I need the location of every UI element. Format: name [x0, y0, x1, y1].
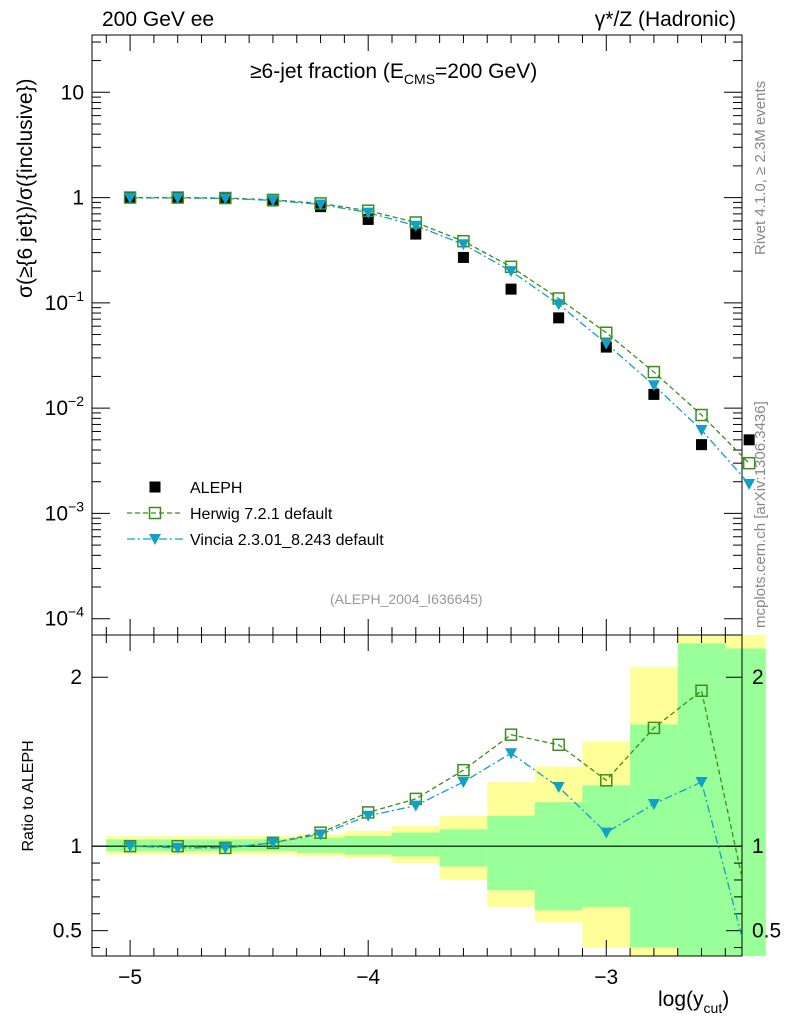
herwig-point-ratio-7 — [457, 763, 470, 777]
y-tick-label-ratio-right-1: 1 — [752, 835, 764, 858]
vincia-point-ratio-9 — [552, 782, 565, 794]
ratio-band-green-5 — [344, 836, 392, 855]
x-tick-label-1: −4 — [356, 966, 380, 989]
aleph-point-main-6 — [410, 228, 422, 240]
herwig-point-main-11 — [647, 365, 661, 379]
vincia-point-ratio-11 — [647, 798, 660, 810]
ratio-band-green-9 — [534, 802, 583, 911]
y-tick-label-ratio-right-2: 2 — [752, 666, 764, 689]
y-tick-label-main-1: 1 — [72, 187, 84, 210]
vincia-point-main-6 — [409, 220, 422, 232]
herwig-line-ratio — [130, 689, 742, 881]
vincia-point-main-12 — [695, 424, 708, 436]
y-tick-label-main-4: 10−3 — [45, 498, 85, 525]
plot-header-left: 200 GeV ee — [102, 8, 215, 31]
plot-title-tail: =200 GeV) — [435, 60, 538, 83]
herwig-point-main-10 — [600, 326, 613, 339]
aleph-point-main-11 — [648, 388, 660, 400]
x-axis-label: log(ycut) — [658, 988, 729, 1016]
aleph-point-main-8 — [505, 283, 517, 295]
herwig-point-ratio-8 — [504, 728, 518, 741]
herwig-point-main-13 — [742, 456, 756, 470]
plot-header-right: γ*/Z (Hadronic) — [594, 8, 736, 31]
vincia-line-ratio — [130, 752, 742, 940]
vincia-point-main-4 — [314, 199, 327, 211]
ratio-band-green-12 — [677, 643, 726, 956]
ratio-series-group — [123, 684, 742, 940]
y-tick-label-ratio-left-2: 2 — [70, 666, 82, 689]
x-axis-label-sub: cut — [703, 1000, 723, 1016]
y-tick-label-ratio-right-0: 0.5 — [752, 920, 781, 943]
plot-title-sub: CMS — [403, 71, 436, 87]
legend-label-0: ALEPH — [190, 480, 242, 497]
vincia-point-main-3 — [266, 195, 279, 207]
y-tick-label-main-0: 10 — [61, 81, 84, 104]
herwig-line-main — [130, 196, 750, 464]
vincia-point-main-9 — [552, 299, 565, 311]
x-tick-label-2: −3 — [594, 966, 618, 989]
aleph-point-main-12 — [696, 439, 708, 451]
plot-title-main: ≥6-jet fraction (E — [250, 60, 404, 83]
vincia-line-main — [130, 197, 750, 485]
x-axis-label-tail: ) — [722, 988, 730, 1011]
herwig-point-ratio-11 — [647, 721, 661, 735]
ratio-band-green-7 — [439, 829, 488, 867]
vincia-point-ratio-12 — [695, 776, 708, 788]
legend-aleph-marker — [149, 481, 161, 493]
vincia-point-main-13 — [743, 479, 756, 491]
vincia-point-ratio-6 — [409, 800, 422, 812]
vincia-point-ratio-3 — [266, 837, 279, 849]
vincia-point-ratio-2 — [219, 842, 232, 854]
vincia-point-ratio-4 — [314, 829, 327, 841]
vincia-point-main-11 — [647, 380, 660, 392]
ratio-band-green-11 — [630, 724, 678, 948]
y-tick-label-ratio-left-1: 1 — [70, 835, 82, 858]
aleph-point-main-9 — [553, 312, 565, 324]
vincia-point-main-0 — [124, 193, 137, 205]
ratio-band-green-8 — [487, 815, 535, 891]
vincia-point-ratio-8 — [505, 748, 518, 760]
legend-label-1: Herwig 7.2.1 default — [190, 506, 333, 523]
vincia-point-main-8 — [505, 266, 518, 278]
herwig-point-ratio-10 — [600, 774, 613, 787]
vincia-point-main-5 — [362, 207, 375, 219]
herwig-point-ratio-12 — [695, 684, 708, 698]
herwig-point-ratio-9 — [552, 738, 565, 752]
vincia-point-main-1 — [171, 193, 184, 205]
y-tick-label-main-2: 10−1 — [45, 288, 85, 315]
y-tick-label-main-3: 10−2 — [45, 393, 85, 420]
vincia-point-ratio-5 — [362, 810, 375, 822]
y-tick-label-ratio-left-0: 0.5 — [53, 920, 82, 943]
legend-vincia-marker — [149, 534, 161, 545]
ratio-band-green-4 — [296, 837, 345, 853]
x-tick-label-0: −5 — [118, 966, 142, 989]
legend-label-2: Vincia 2.3.01_8.243 default — [190, 532, 384, 549]
vincia-point-ratio-10 — [600, 827, 613, 839]
y-tick-label-main-5: 10−4 — [45, 604, 85, 631]
ratio-band-green-13 — [725, 648, 766, 956]
ratio-plot-frame — [91, 634, 743, 957]
vincia-point-ratio-0 — [124, 841, 137, 853]
plot-title: ≥6-jet fraction (ECMS=200 GeV) — [250, 60, 537, 87]
herwig-point-main-12 — [695, 408, 708, 422]
vincia-point-main-7 — [457, 239, 470, 251]
legend-herwig-marker — [148, 506, 162, 520]
aleph-point-main-5 — [362, 213, 374, 225]
analysis-id-label: (ALEPH_2004_I636645) — [330, 591, 483, 607]
ratio-band-green-6 — [392, 832, 440, 857]
x-axis-label-main: log(y — [658, 988, 704, 1011]
aleph-point-main-7 — [457, 251, 469, 263]
vincia-point-ratio-1 — [171, 842, 184, 854]
vincia-point-main-10 — [600, 338, 613, 350]
aleph-point-main-13 — [743, 434, 755, 446]
vincia-point-ratio-7 — [457, 776, 470, 788]
vincia-point-main-2 — [219, 193, 232, 205]
